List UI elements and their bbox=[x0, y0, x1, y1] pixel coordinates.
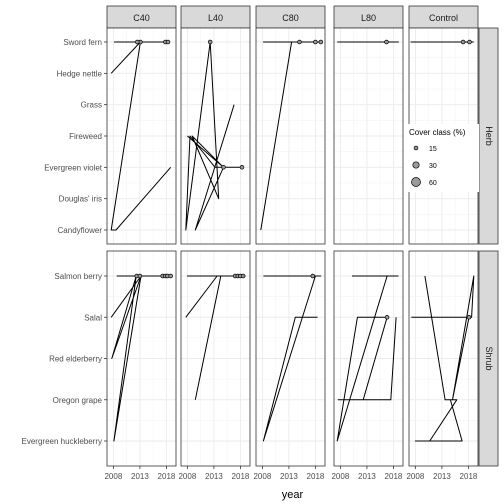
legend-label: 60 bbox=[429, 180, 437, 187]
x-tick-label: 2008 bbox=[104, 472, 122, 481]
data-point bbox=[384, 39, 389, 45]
x-tick-label: 2013 bbox=[433, 472, 451, 481]
x-tick-label: 2008 bbox=[253, 472, 271, 481]
y-tick-label: Salmon berry bbox=[54, 272, 102, 281]
y-tick-label: Grass bbox=[81, 101, 102, 110]
panel-border bbox=[333, 27, 404, 245]
legend: Cover class (%) 15 30 60 bbox=[407, 124, 479, 192]
legend-key bbox=[413, 145, 419, 151]
y-tick-label: Oregon grape bbox=[53, 396, 103, 405]
x-tick-label: 2018 bbox=[307, 472, 325, 481]
panel-border bbox=[180, 27, 251, 245]
y-tick-label: Evergreen violet bbox=[44, 163, 103, 172]
y-tick-label: Douglas' iris bbox=[59, 195, 102, 204]
y-tick-label: Salal bbox=[84, 313, 102, 322]
y-tick-label: Fireweed bbox=[69, 132, 102, 141]
panel-shrub-control bbox=[409, 251, 478, 466]
panel-shrub-c80 bbox=[256, 251, 325, 466]
data-point bbox=[135, 39, 140, 45]
strip-label-c80: C80 bbox=[282, 13, 299, 23]
panel-shrub-l40 bbox=[181, 251, 250, 466]
y-tick-label: Hedge nettle bbox=[57, 69, 103, 78]
data-point bbox=[460, 39, 466, 45]
data-point bbox=[310, 273, 316, 279]
data-point bbox=[165, 39, 171, 45]
series-line-shrub-l40 bbox=[185, 275, 246, 400]
data-point bbox=[318, 39, 324, 45]
data-point bbox=[221, 165, 226, 170]
x-axis-title: year bbox=[282, 489, 304, 501]
strip-label-l80: L80 bbox=[361, 13, 376, 23]
strip-label-shrub: Shrub bbox=[484, 346, 494, 370]
panel-herb-l80 bbox=[334, 28, 403, 244]
data-point bbox=[467, 39, 472, 45]
data-point bbox=[137, 273, 143, 279]
data-point bbox=[466, 315, 472, 320]
panel-herb-c40 bbox=[107, 28, 176, 244]
x-tick-label: 2013 bbox=[131, 472, 149, 481]
data-point bbox=[168, 273, 173, 279]
legend-key bbox=[411, 177, 421, 187]
panel-herb-c80 bbox=[256, 28, 325, 244]
series-line-shrub-control bbox=[411, 275, 475, 442]
y-tick-label: Sword fern bbox=[63, 38, 102, 47]
series-line-shrub-c40 bbox=[110, 275, 172, 442]
legend-title: Cover class (%) bbox=[409, 128, 466, 137]
panel-border bbox=[408, 250, 479, 467]
panel-shrub-c40 bbox=[107, 251, 176, 466]
data-point bbox=[207, 39, 213, 45]
x-tick-label: 2018 bbox=[232, 472, 250, 481]
panel-shrub-l80 bbox=[334, 251, 403, 466]
data-point bbox=[313, 39, 318, 45]
x-tick-label: 2013 bbox=[280, 472, 298, 481]
x-tick-label: 2008 bbox=[178, 472, 196, 481]
strip-label-herb: Herb bbox=[484, 126, 494, 146]
data-point bbox=[384, 315, 390, 320]
legend-label: 30 bbox=[429, 163, 437, 170]
legend-label: 15 bbox=[429, 146, 437, 153]
legend-key bbox=[412, 161, 420, 169]
series-line-herb-c80 bbox=[260, 41, 321, 231]
x-tick-label: 2013 bbox=[358, 472, 376, 481]
data-point bbox=[239, 165, 245, 170]
series-line-herb-l40 bbox=[185, 41, 243, 231]
panel-border bbox=[255, 250, 326, 467]
panel-border bbox=[180, 250, 251, 467]
x-tick-label: 2008 bbox=[331, 472, 349, 481]
data-point bbox=[297, 39, 302, 45]
strip-label-c40: C40 bbox=[133, 13, 150, 23]
panel-border bbox=[333, 250, 404, 467]
panel-border bbox=[255, 27, 326, 245]
x-tick-label: 2018 bbox=[158, 472, 176, 481]
strip-label-l40: L40 bbox=[208, 13, 223, 23]
y-tick-label: Red elderberry bbox=[49, 355, 102, 364]
strip-label-control: Control bbox=[429, 13, 458, 23]
x-tick-label: 2018 bbox=[460, 472, 478, 481]
strip-shrub bbox=[478, 250, 499, 467]
y-tick-label: Evergreen huckleberry bbox=[22, 437, 102, 446]
data-point bbox=[240, 273, 246, 279]
x-tick-label: 2008 bbox=[406, 472, 424, 481]
x-tick-label: 2013 bbox=[205, 472, 223, 481]
x-tick-label: 2018 bbox=[385, 472, 403, 481]
y-tick-label: Candyflower bbox=[58, 226, 103, 235]
